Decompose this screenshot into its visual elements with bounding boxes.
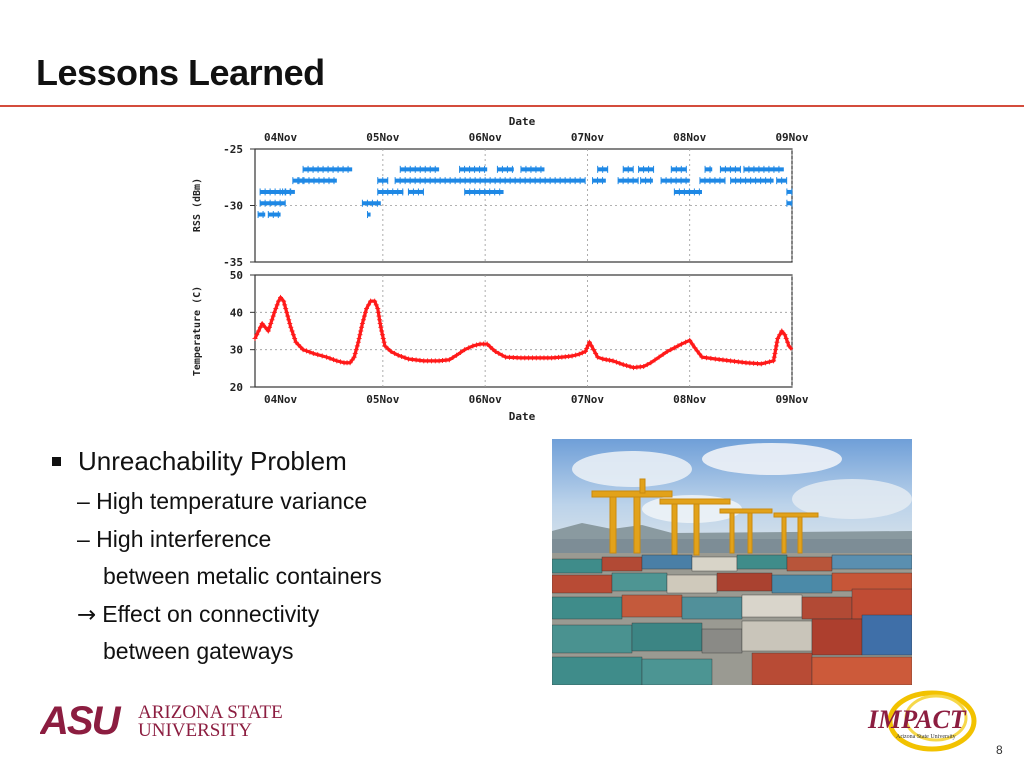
bullet-list: Unreachability Problem – High temperatur… [50, 446, 530, 665]
temperature-y-tick-labels: 20 30 40 50 [230, 269, 255, 394]
x-tick-label: 08Nov [673, 131, 706, 144]
sub-bullet-connectivity-text: Effect on connectivity [102, 601, 320, 627]
temperature-plot-frame [254, 274, 793, 388]
x-tick-label: 04Nov [264, 131, 297, 144]
temperature-line [253, 295, 794, 370]
x-tick-label: 04Nov [264, 393, 297, 406]
right-arrow-icon: → [77, 602, 97, 628]
y-tick-label: -30 [223, 200, 243, 213]
slide-title: Lessons Learned [36, 52, 325, 93]
sub-bullet-interference-cont: between metalic containers [103, 563, 382, 589]
temperature-x-axis-label: Date [509, 410, 536, 423]
y-tick-label: 20 [230, 381, 243, 394]
bullet-unreachability: Unreachability Problem [50, 446, 530, 477]
rss-data-points [257, 165, 793, 219]
y-tick-label: 30 [230, 344, 243, 357]
temperature-x-tick-labels: 04Nov 05Nov 06Nov 07Nov 08Nov 09Nov [264, 393, 809, 406]
rss-chart-title: Date [509, 115, 536, 128]
container-port-photo [552, 439, 912, 685]
impact-logo-subtext: Arizona State University [896, 734, 956, 740]
sub-bullet-connectivity-cont: between gateways [103, 638, 294, 664]
impact-logo: IMPACT Arizona State University [867, 690, 977, 752]
temperature-grid [255, 275, 793, 387]
impact-logo-text: IMPACT [867, 705, 967, 734]
page-number: 8 [996, 743, 1003, 757]
rss-x-tick-labels: 04Nov 05Nov 06Nov 07Nov 08Nov 09Nov [264, 131, 809, 144]
x-tick-label: 08Nov [673, 393, 706, 406]
asu-logo: ASU ARIZONA STATE UNIVERSITY [40, 700, 283, 740]
sub-bullet-connectivity: → Effect on connectivity [77, 601, 530, 628]
y-tick-label: -25 [223, 143, 243, 156]
temperature-y-axis-label: Temperature (C) [192, 286, 203, 376]
asu-name-line1: ARIZONA STATE [138, 702, 283, 723]
x-tick-label: 06Nov [469, 131, 502, 144]
y-tick-label: 50 [230, 269, 243, 282]
x-tick-label: 05Nov [366, 393, 399, 406]
asu-name-line2: UNIVERSITY [138, 720, 252, 740]
x-tick-label: 06Nov [469, 393, 502, 406]
x-tick-label: 09Nov [775, 393, 808, 406]
x-tick-label: 05Nov [366, 131, 399, 144]
rss-y-axis-label: RSS (dBm) [192, 178, 203, 232]
x-tick-label: 09Nov [775, 131, 808, 144]
square-bullet-icon [52, 457, 61, 466]
bullet-main-text: Unreachability Problem [78, 446, 347, 476]
x-tick-label: 07Nov [571, 393, 604, 406]
sub-bullet-temperature: – High temperature variance [77, 488, 368, 514]
temperature-data-points [252, 294, 794, 371]
x-tick-label: 07Nov [571, 131, 604, 144]
y-tick-label: -35 [223, 256, 243, 269]
sub-bullet-interference: – High interference [77, 526, 272, 552]
asu-logo-mark: ASU [40, 700, 122, 740]
y-tick-label: 40 [230, 306, 243, 319]
rss-temperature-charts: Date 04Nov 05Nov 06Nov 07Nov 08Nov 09Nov -25-… [192, 115, 809, 423]
title-divider [0, 105, 1024, 107]
rss-grid [255, 149, 793, 262]
rss-y-tick-labels: -25 -30 -35 [223, 143, 255, 269]
